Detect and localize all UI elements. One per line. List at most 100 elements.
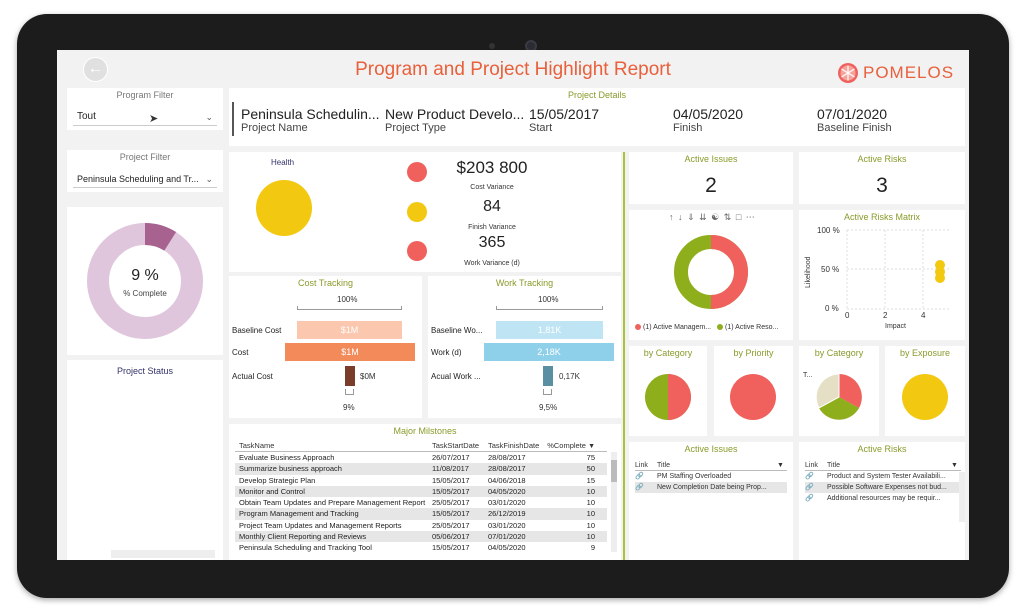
drill-down-icon[interactable]: ↓ [678,212,684,222]
milestones-body: Evaluate Business Approach 26/07/2017 28/0… [235,452,607,554]
list-item[interactable]: 🔗 Product and System Tester Availabili..… [805,473,946,480]
col-link[interactable]: Link [805,462,818,469]
drill-mode-icon[interactable]: ⇊ [699,212,708,222]
table-cell: 04/05/2020 [488,543,526,553]
issues-donut-slice-red[interactable] [710,235,748,309]
col-title[interactable]: Title [827,462,840,469]
page-title: Program and Project Highlight Report [355,59,671,80]
table-row[interactable]: Evaluate Business Approach 26/07/2017 28/0… [235,452,607,463]
sort-icon[interactable]: ⇅ [723,212,733,222]
risks-list-table: Link Title ▼ 🔗 Product and System Tester… [805,460,961,504]
work-variance-indicator [407,241,427,261]
detail-baseline-finish: 07/01/2020 Baseline Finish [817,106,892,134]
section-divider [623,152,625,560]
sort-desc-icon[interactable]: ▼ [951,462,958,469]
detail-finish: 04/05/2020 Finish [673,106,744,134]
link-icon[interactable]: 🔗 [805,495,814,502]
work-top-pct: 100% [538,295,559,304]
priority-pie[interactable] [730,374,776,420]
list-item[interactable]: 🔗 Possible Software Expenses not bud... [805,482,961,493]
active-issues-card: Active Issues 2 [629,152,793,204]
exposure-pie[interactable] [902,374,948,420]
details-divider [232,102,234,136]
list-item[interactable]: 🔗 Additional resources may be requir... [805,495,941,502]
table-row[interactable]: Program Management and Tracking 15/05/201… [235,508,607,520]
risks-matrix-xlabel: Impact [885,323,907,330]
table-cell: 25/05/2017 [432,520,470,530]
table-row[interactable]: Develop Strategic Plan 15/05/2017 04/06/20… [235,475,607,486]
table-cell: 26/07/2017 [432,453,470,462]
expand-down-icon[interactable]: ⇓ [687,212,696,222]
vertical-scrollbar[interactable] [611,452,617,552]
pie-slice-beige[interactable] [815,373,840,409]
risk-point[interactable] [935,273,945,283]
more-options-icon[interactable]: ⋯ [745,212,756,222]
work-bottom-pct: 9,5% [539,403,558,412]
sort-desc-icon[interactable]: ▼ [777,462,784,469]
table-row[interactable]: Monitor and Control 15/05/2017 04/05/2020 1… [235,485,607,498]
list-item[interactable]: 🔗 New Completion Date being Prop... [635,482,787,493]
table-row[interactable]: Project Team Updates and Management Repo… [235,520,607,531]
milestones-panel: Major Milstones TaskName TaskStartDate T… [229,424,621,560]
program-filter-dropdown[interactable]: Tout ⌄ [73,108,217,126]
table-cell: Develop Strategic Plan [239,475,316,485]
table-cell: 50 [586,464,595,474]
table-row[interactable]: Summarize business approach 11/08/2017 28/… [235,463,607,475]
table-row[interactable]: Peninsula Scheduling and Tracking Tool 15… [235,542,607,553]
table-cell: 75 [586,453,595,462]
drill-up-icon[interactable]: ↑ [669,212,675,222]
chevron-down-icon: ⌄ [205,170,213,187]
link-icon[interactable]: 🔗 [635,473,644,480]
percent-complete-donut [87,223,203,339]
program-filter-label: Program Filter [116,90,174,100]
pie-slice-red[interactable] [668,374,691,420]
table-cell: 26/12/2019 [488,509,526,519]
actual-work-value: 0,17K [559,372,580,381]
horizontal-scrollbar[interactable] [111,550,215,558]
table-cell: Monthly Client Reporting and Reviews [239,532,367,542]
work-bar: 2,18K [484,343,614,361]
col-taskname[interactable]: TaskName [239,441,275,450]
work-variance-label: Work Variance (d) [464,260,520,267]
baseline-cost-label: Baseline Cost [232,326,282,335]
back-button[interactable]: ← [83,57,108,82]
project-filter-dropdown[interactable]: Peninsula Scheduling and Tr... ⌄ [73,170,217,188]
table-row[interactable]: Monthly Client Reporting and Reviews 05/0… [235,531,607,543]
col-complete[interactable]: %Complete ▼ [547,441,595,450]
risk-point[interactable] [935,260,945,270]
logo-text: POMELOS [863,63,955,82]
list-item[interactable]: 🔗 PM Staffing Overloaded [635,473,732,480]
detail-project-name: Peninsula Schedulin... Project Name [241,106,380,134]
vertical-scrollbar[interactable] [959,472,965,522]
table-cell: Peninsula Scheduling and Tracking Tool [239,543,372,553]
percent-complete-caption: % Complete [123,289,167,298]
link-icon[interactable]: 🔗 [805,473,814,480]
project-filter-value: Peninsula Scheduling and Tr... [77,174,199,184]
table-cell: 04/06/2018 [488,475,526,485]
finish-variance-value: 84 [483,198,501,215]
cost-bottom-pct: 9% [343,403,355,412]
table-cell: 25/05/2017 [432,498,470,508]
scrollbar-thumb[interactable] [611,460,617,482]
visual-toolbar: ↑ ↓ ⇓ ⇊ ☯ ⇅ □ ⋯ [669,212,756,223]
table-cell: 04/05/2020 [488,486,526,496]
table-cell: Monitor and Control [239,486,305,496]
col-finishdate[interactable]: TaskFinishDate [488,441,540,450]
work-tracking-panel: Work Tracking 100% Baseline Wo... 1,81K … [428,276,621,418]
issues-donut-chart [674,235,748,309]
focus-mode-icon[interactable]: □ [735,212,743,222]
col-link[interactable]: Link [635,462,648,469]
risks-list-title: Active Risks [857,444,907,454]
project-details-title: Project Details [567,90,627,100]
col-startdate[interactable]: TaskStartDate [432,441,480,450]
link-icon[interactable]: 🔗 [805,484,814,491]
chevron-down-icon: ⌄ [205,112,213,122]
table-cell: 10 [586,509,595,519]
hierarchy-icon[interactable]: ☯ [711,212,721,222]
table-row[interactable]: Obtain Team Updates and Prepare Manageme… [235,497,607,508]
mouse-cursor-icon: ➤ [149,113,159,125]
pie-slice-red[interactable] [839,374,862,408]
risks-matrix-title: Active Risks Matrix [843,212,920,222]
link-icon[interactable]: 🔗 [635,484,644,491]
col-title[interactable]: Title [657,462,670,469]
